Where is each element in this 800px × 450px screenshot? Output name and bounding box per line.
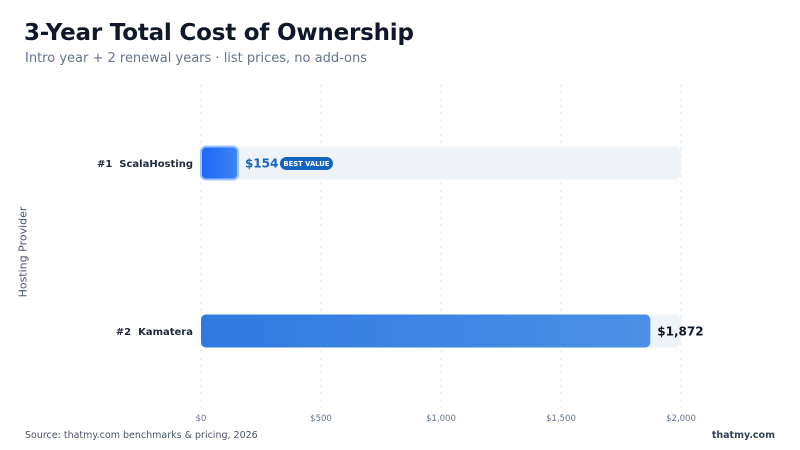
x-tick-label: $500 <box>310 414 332 424</box>
source-note: Source: thatmy.com benchmarks & pricing,… <box>25 430 258 441</box>
chart-subtitle: Intro year + 2 renewal years · list pric… <box>25 51 367 66</box>
bar[interactable] <box>201 314 651 348</box>
value-label: $1,872 <box>657 325 703 339</box>
bar[interactable] <box>200 145 239 181</box>
brand-label: thatmy.com <box>711 430 775 441</box>
category-label: #1 ScalaHosting <box>97 159 193 170</box>
x-tick-label: $1,500 <box>546 414 576 424</box>
badge-text: BEST VALUE <box>283 160 329 168</box>
chart-title: 3-Year Total Cost of Ownership <box>24 20 414 46</box>
value-label: $154 <box>245 157 278 171</box>
category-label: #2 Kamatera <box>116 327 193 338</box>
best-value-badge <box>279 157 333 170</box>
x-tick-label: $2,000 <box>666 414 696 424</box>
x-tick-label: $1,000 <box>426 414 456 424</box>
bar-track <box>201 146 681 180</box>
x-tick-label: $0 <box>196 414 207 424</box>
